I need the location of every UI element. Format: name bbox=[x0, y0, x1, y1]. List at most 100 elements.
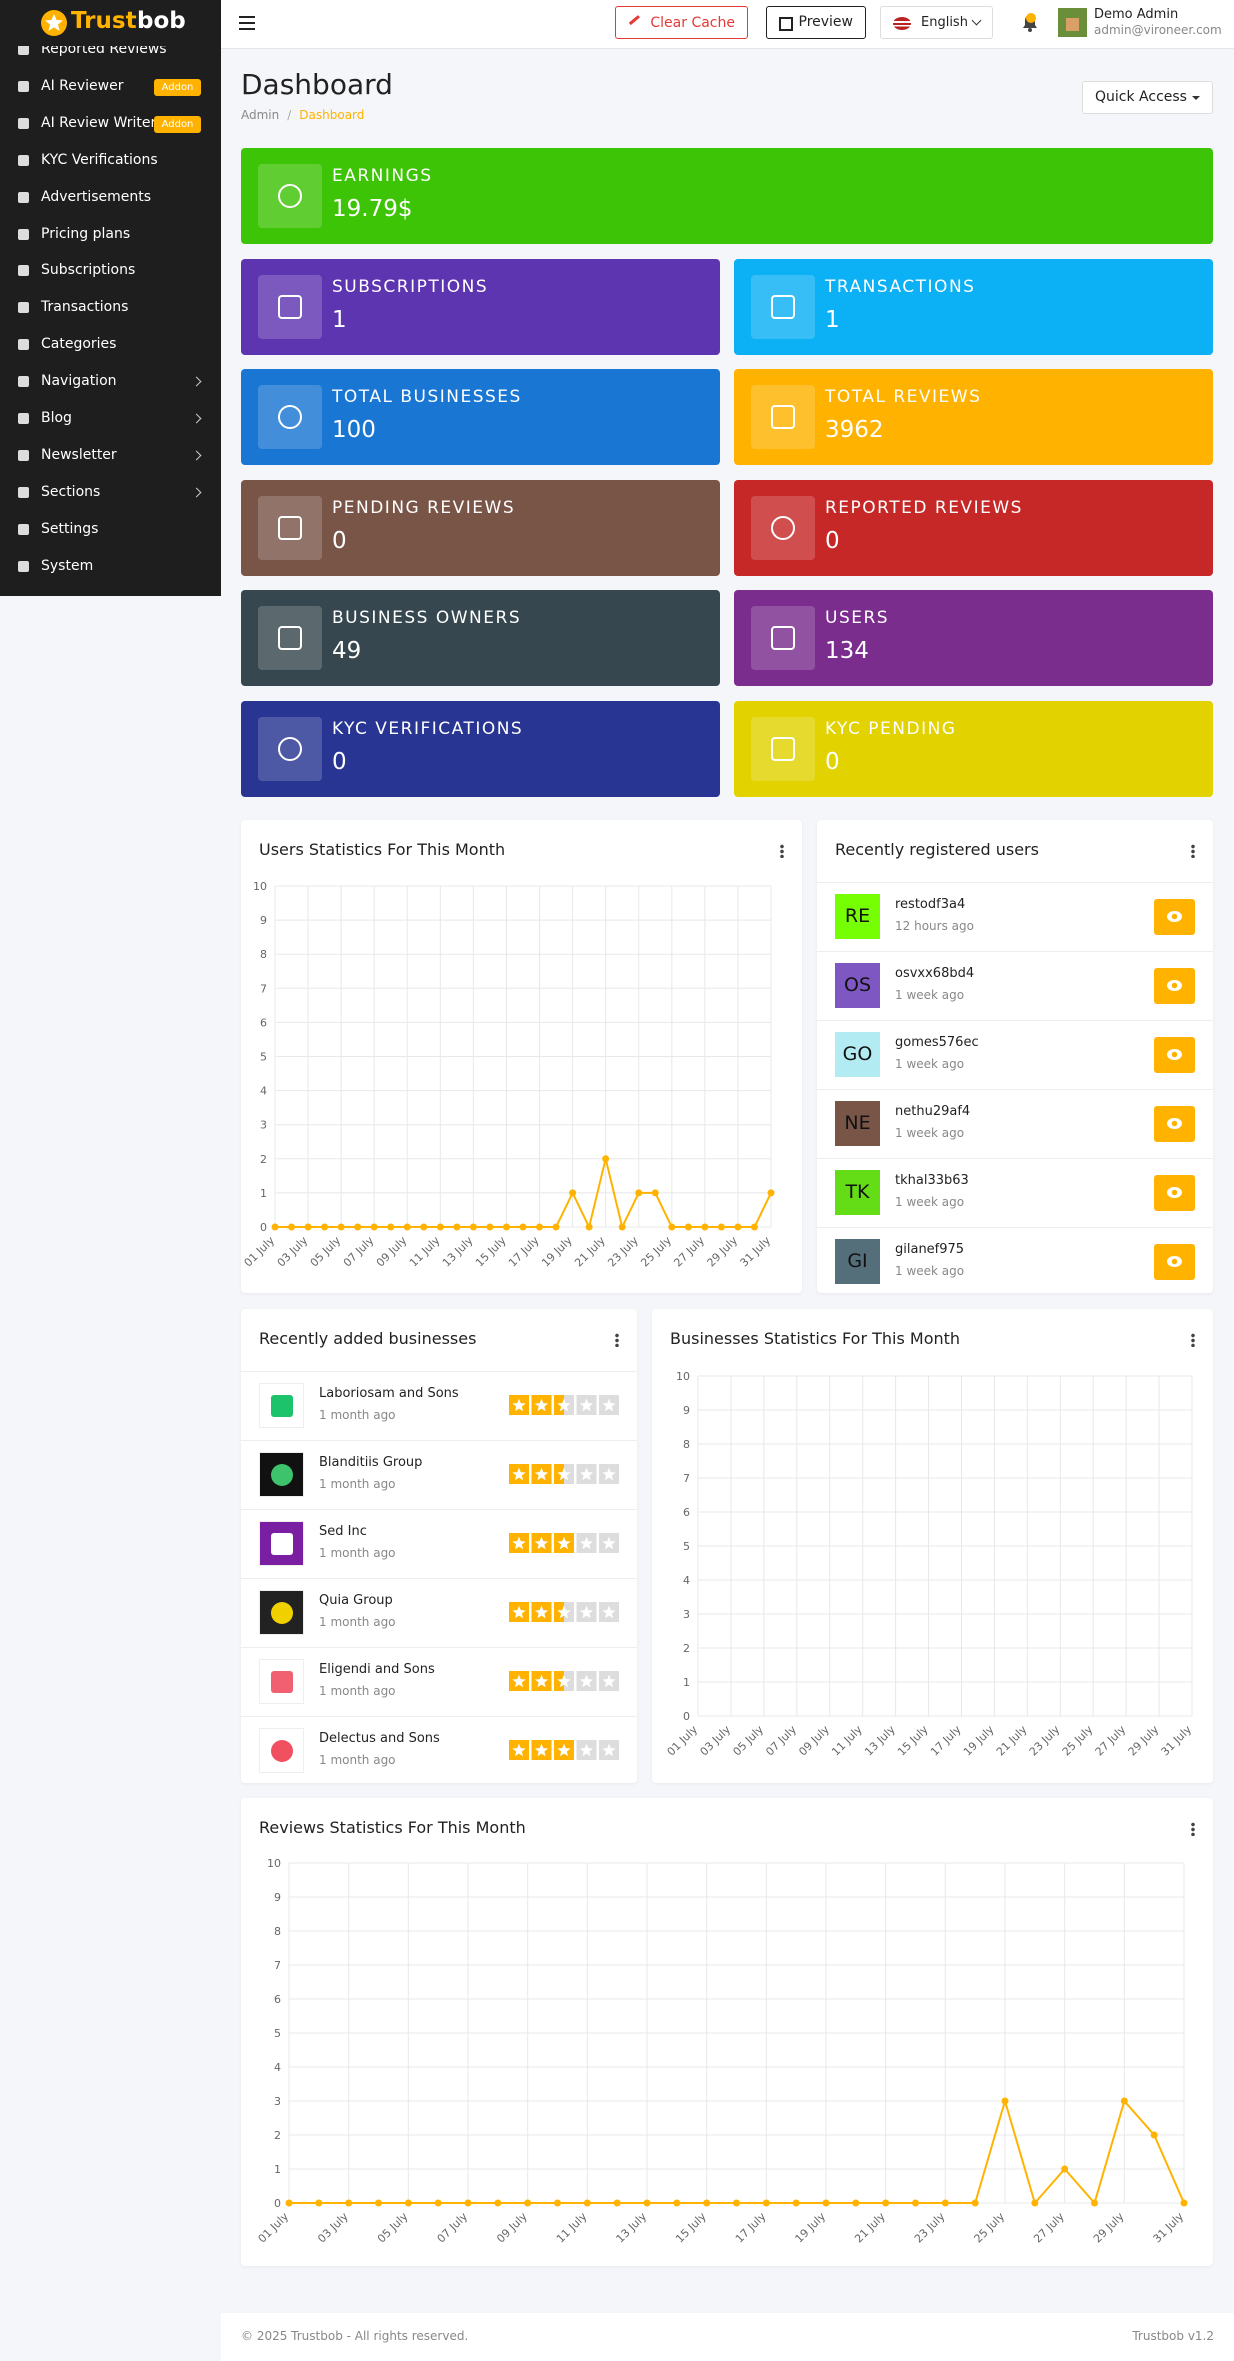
preview-button[interactable]: Preview bbox=[766, 6, 866, 39]
view-button[interactable] bbox=[1154, 1244, 1195, 1280]
logo-mark bbox=[271, 1671, 293, 1693]
sidebar: Trust bob Reported Reviews AI Reviewer Add… bbox=[0, 0, 221, 596]
business-logo bbox=[259, 1659, 304, 1704]
nav-icon bbox=[18, 302, 29, 314]
notification-bell[interactable] bbox=[1017, 9, 1043, 35]
nav-item[interactable]: System bbox=[0, 553, 221, 581]
y-tick-label: 7 bbox=[260, 982, 267, 995]
y-tick-label: 7 bbox=[683, 1472, 690, 1485]
nav-item[interactable]: Sections bbox=[0, 479, 221, 507]
star bbox=[557, 1536, 571, 1550]
nav-item[interactable]: Categories bbox=[0, 331, 221, 359]
star bbox=[602, 1398, 616, 1412]
stat-icon bbox=[751, 496, 815, 560]
y-tick-label: 2 bbox=[260, 1153, 267, 1166]
point bbox=[354, 1223, 362, 1231]
y-tick-label: 8 bbox=[260, 948, 267, 961]
view-button[interactable] bbox=[1154, 1175, 1195, 1211]
star bbox=[512, 1743, 526, 1757]
eye-icon bbox=[1167, 1256, 1182, 1267]
x-tick-label: 23 July bbox=[912, 2210, 948, 2246]
stat-value: 1 bbox=[332, 307, 347, 333]
nav-item[interactable]: Newsletter bbox=[0, 442, 221, 470]
y-tick-label: 0 bbox=[683, 1710, 690, 1723]
x-tick-label: 13 July bbox=[440, 1234, 476, 1270]
nav-item[interactable]: Navigation bbox=[0, 368, 221, 396]
user-initials: OS bbox=[835, 963, 880, 1008]
point bbox=[882, 2199, 890, 2207]
star bbox=[534, 1536, 549, 1550]
nav-label: Sections bbox=[41, 483, 101, 500]
nav-item[interactable]: Subscriptions bbox=[0, 257, 221, 285]
panel-menu[interactable] bbox=[1191, 1333, 1195, 1347]
user-row: NE nethu29af4 1 week ago bbox=[817, 1089, 1213, 1159]
view-button[interactable] bbox=[1154, 899, 1195, 935]
nav-icon bbox=[18, 191, 29, 203]
business-name: Blanditiis Group bbox=[319, 1455, 423, 1470]
caret bbox=[1192, 96, 1200, 104]
point bbox=[345, 2199, 353, 2207]
nav-label: Subscriptions bbox=[41, 262, 136, 279]
nav-label: AI Reviewer bbox=[41, 77, 124, 94]
nav-item[interactable]: AI Review Writer Addon bbox=[0, 110, 221, 138]
point bbox=[673, 2199, 681, 2207]
user-time: 1 week ago bbox=[895, 1126, 965, 1140]
nav-item[interactable]: Advertisements bbox=[0, 184, 221, 212]
recent-businesses-panel: Recently added businesses Laboriosam and … bbox=[241, 1309, 637, 1783]
brand[interactable]: Trust bob bbox=[0, 0, 221, 46]
panel-menu[interactable] bbox=[615, 1333, 619, 1347]
language-select[interactable]: English bbox=[880, 6, 993, 39]
x-tick-label: 03 July bbox=[698, 1723, 734, 1759]
submenu-arrow bbox=[191, 413, 202, 424]
view-button[interactable] bbox=[1154, 1106, 1195, 1142]
nav-item[interactable]: Blog bbox=[0, 405, 221, 433]
clear-cache-button[interactable]: Clear Cache bbox=[615, 6, 748, 39]
submenu-arrow bbox=[191, 450, 202, 461]
view-button[interactable] bbox=[1154, 1037, 1195, 1073]
business-row: Sed Inc 1 month ago bbox=[241, 1509, 637, 1579]
point bbox=[651, 1189, 659, 1197]
user-initials: NE bbox=[835, 1101, 880, 1146]
business-time: 1 month ago bbox=[319, 1477, 396, 1491]
eye-icon bbox=[1167, 980, 1182, 991]
stat-card: PENDING REVIEWS 0 bbox=[241, 480, 720, 576]
panel-menu[interactable] bbox=[780, 844, 784, 858]
point bbox=[1150, 2131, 1158, 2139]
point bbox=[404, 2199, 412, 2207]
panel-menu[interactable] bbox=[1191, 844, 1195, 858]
nav-item[interactable]: KYC Verifications bbox=[0, 147, 221, 175]
stat-label: EARNINGS bbox=[332, 166, 433, 186]
y-tick-label: 6 bbox=[683, 1506, 690, 1519]
menu-toggle[interactable] bbox=[239, 16, 255, 30]
star bbox=[602, 1536, 616, 1550]
point bbox=[585, 1223, 593, 1231]
nav-item[interactable]: Transactions bbox=[0, 294, 221, 322]
breadcrumb-item[interactable]: Admin bbox=[241, 108, 280, 122]
view-button[interactable] bbox=[1154, 968, 1195, 1004]
business-time: 1 month ago bbox=[319, 1753, 396, 1767]
user-initials: GI bbox=[835, 1239, 880, 1284]
user-avatar[interactable] bbox=[1058, 8, 1087, 37]
user-name: restodf3a4 bbox=[895, 897, 966, 912]
quick-access-button[interactable]: Quick Access bbox=[1082, 81, 1213, 114]
business-logo bbox=[259, 1521, 304, 1566]
nav-item[interactable]: Settings bbox=[0, 516, 221, 544]
point bbox=[703, 2199, 711, 2207]
star bbox=[602, 1605, 616, 1619]
panel-menu[interactable] bbox=[1191, 1822, 1195, 1836]
user-name: gilanef975 bbox=[895, 1242, 965, 1257]
point bbox=[337, 1223, 345, 1231]
nav-item[interactable]: Pricing plans bbox=[0, 221, 221, 249]
point bbox=[583, 2199, 591, 2207]
business-logo bbox=[259, 1728, 304, 1773]
business-logo bbox=[259, 1383, 304, 1428]
star bbox=[534, 1674, 549, 1688]
y-tick-label: 0 bbox=[274, 2197, 281, 2210]
nav-item[interactable]: AI Reviewer Addon bbox=[0, 73, 221, 101]
panel-title: Recently registered users bbox=[835, 840, 1039, 859]
stat-label: SUBSCRIPTIONS bbox=[332, 277, 489, 297]
icon-glyph bbox=[278, 184, 302, 208]
star bbox=[579, 1536, 594, 1550]
nav-label: Blog bbox=[41, 410, 72, 426]
